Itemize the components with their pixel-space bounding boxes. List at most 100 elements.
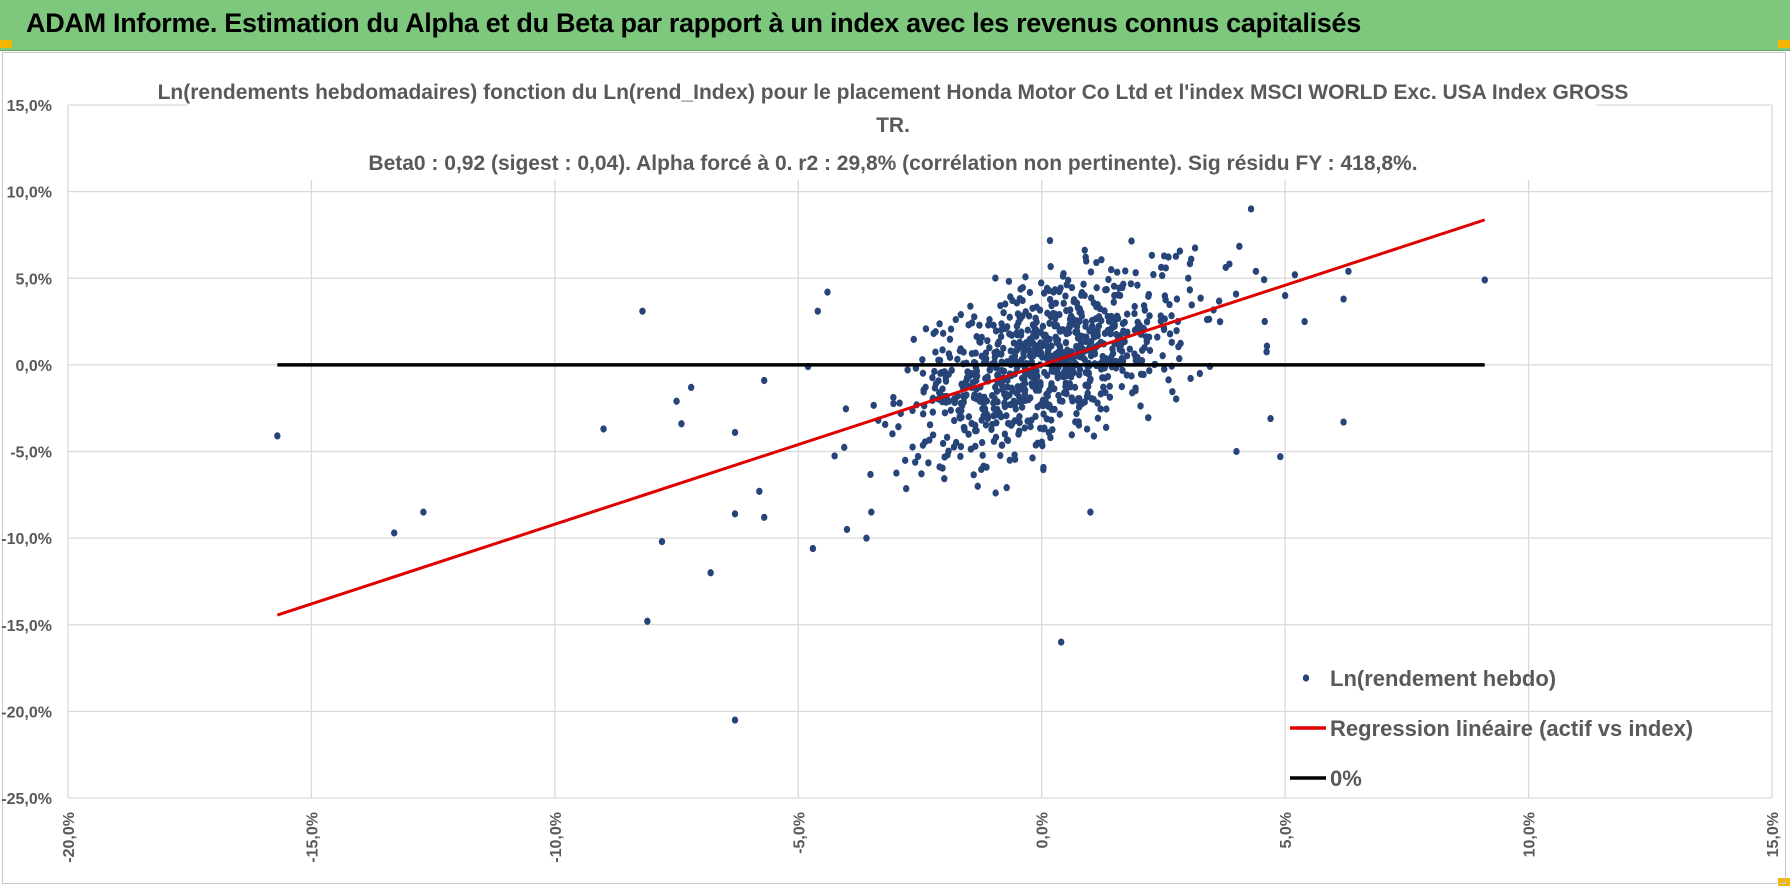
data-point	[1062, 382, 1069, 391]
data-point	[1070, 297, 1077, 306]
corner-marker-right	[1778, 40, 1790, 48]
data-point	[1046, 319, 1053, 327]
data-point	[1124, 328, 1131, 336]
data-point	[981, 393, 988, 401]
data-point	[926, 421, 934, 429]
data-point	[901, 456, 909, 464]
data-point	[926, 436, 933, 444]
data-point	[1097, 405, 1104, 413]
data-point	[1145, 292, 1152, 300]
data-point	[1340, 418, 1347, 426]
data-point	[420, 508, 427, 516]
data-point	[998, 320, 1005, 328]
data-point	[941, 475, 948, 483]
data-point	[997, 333, 1005, 341]
data-point	[1087, 508, 1094, 516]
data-point	[1110, 298, 1117, 306]
data-point	[1003, 436, 1011, 444]
data-point	[1063, 390, 1070, 398]
data-point	[1001, 399, 1008, 407]
data-point	[990, 321, 997, 329]
data-point	[1059, 397, 1066, 405]
data-point	[1114, 291, 1122, 299]
data-point	[1185, 274, 1192, 282]
data-point	[1247, 205, 1255, 213]
data-point	[1043, 371, 1051, 379]
data-point	[1291, 271, 1299, 279]
data-point	[1072, 418, 1079, 426]
data-point	[1062, 292, 1069, 300]
data-point	[1016, 427, 1023, 435]
data-point	[941, 409, 949, 417]
data-point	[1094, 399, 1101, 407]
data-point	[1073, 342, 1080, 351]
data-point	[1051, 385, 1058, 393]
scatter-series-hebdo	[274, 205, 1488, 724]
legend-label: Ln(rendement hebdo)	[1330, 666, 1556, 691]
data-point	[1000, 309, 1007, 317]
data-point	[1073, 410, 1080, 418]
data-point	[863, 534, 870, 542]
data-point	[1046, 295, 1054, 304]
data-point	[1172, 252, 1180, 260]
data-point	[961, 426, 968, 434]
data-point	[1027, 394, 1034, 402]
data-point	[1106, 382, 1113, 390]
data-point	[918, 470, 925, 478]
data-point	[1083, 425, 1091, 433]
data-point	[1075, 395, 1082, 403]
data-point	[1173, 295, 1181, 303]
data-point	[756, 487, 763, 495]
data-point	[1172, 395, 1180, 403]
data-point	[1260, 276, 1268, 284]
data-point	[1252, 267, 1260, 275]
x-tick-label: 0,0%	[1035, 812, 1052, 848]
data-point	[1024, 417, 1031, 425]
data-point	[1165, 376, 1172, 384]
data-point	[978, 465, 985, 474]
data-point	[1101, 374, 1109, 382]
data-point	[988, 425, 995, 434]
data-point	[1012, 405, 1019, 413]
data-point	[910, 335, 917, 344]
data-point	[1076, 353, 1084, 361]
data-point	[1131, 309, 1138, 318]
data-point	[1010, 339, 1018, 347]
data-point	[1038, 279, 1045, 287]
data-point	[1267, 414, 1274, 423]
data-point	[1076, 317, 1083, 325]
data-point	[945, 370, 952, 378]
data-point	[1084, 389, 1091, 397]
data-point	[1093, 284, 1100, 292]
data-point	[932, 348, 939, 356]
data-point	[1142, 333, 1150, 341]
data-point	[1096, 305, 1104, 313]
data-point	[961, 393, 968, 401]
data-point	[986, 366, 994, 374]
data-point	[1075, 371, 1083, 379]
data-point	[1048, 416, 1055, 424]
data-point	[1052, 299, 1059, 307]
data-point	[1197, 294, 1204, 302]
data-point	[1029, 321, 1037, 329]
data-point	[1043, 337, 1050, 345]
data-point	[1161, 315, 1168, 323]
data-point	[1081, 246, 1088, 254]
data-point	[390, 529, 398, 537]
data-point	[1045, 428, 1053, 437]
data-point	[868, 508, 875, 516]
data-point	[978, 333, 985, 341]
data-point	[1113, 268, 1121, 276]
data-point	[957, 452, 964, 460]
data-point	[1069, 364, 1076, 373]
x-tick-label: -20,0%	[61, 812, 78, 863]
data-point	[1131, 302, 1138, 311]
grid-lines	[67, 104, 1773, 799]
data-point	[809, 544, 817, 553]
data-point	[1007, 293, 1014, 301]
data-point	[932, 380, 940, 388]
data-point	[1134, 353, 1141, 362]
data-point	[1081, 398, 1088, 406]
regression-line	[276, 218, 1486, 617]
y-tick-label: 15,0%	[7, 98, 52, 115]
